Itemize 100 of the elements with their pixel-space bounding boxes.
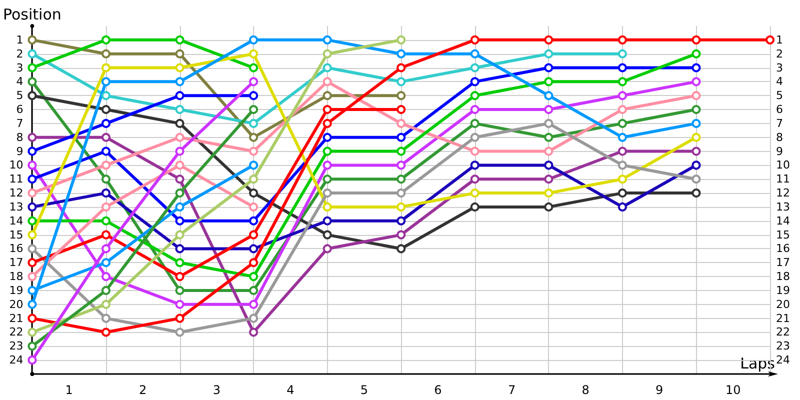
point <box>470 202 480 212</box>
y2-tick-label: 15 <box>776 228 790 242</box>
point <box>396 77 406 86</box>
point <box>618 118 627 128</box>
point <box>175 91 184 100</box>
y-tick-label: 12 <box>9 186 24 200</box>
point <box>692 49 701 58</box>
point <box>28 160 37 170</box>
point <box>249 314 258 323</box>
y-tick-label: 16 <box>9 242 24 256</box>
point <box>101 77 110 86</box>
point <box>470 146 480 156</box>
point <box>396 216 406 226</box>
point <box>101 49 110 58</box>
point <box>28 342 37 351</box>
point <box>692 174 701 184</box>
y2-tick-label: 4 <box>776 75 783 88</box>
point <box>544 35 554 44</box>
point <box>544 105 554 114</box>
point <box>28 49 37 58</box>
y-tick-label: 17 <box>9 256 24 270</box>
point <box>470 118 480 128</box>
y-tick-label: 10 <box>9 158 24 172</box>
y-tick-label: 13 <box>9 200 24 214</box>
point <box>322 216 332 226</box>
point <box>692 105 701 114</box>
point <box>544 160 554 170</box>
point <box>322 174 332 184</box>
point <box>470 188 480 198</box>
point <box>175 230 184 240</box>
point <box>470 132 480 142</box>
point <box>396 202 406 212</box>
x-tick-label: 1 <box>65 383 73 397</box>
point <box>322 132 332 142</box>
point <box>28 35 37 44</box>
x-tick-label: 6 <box>434 383 442 397</box>
point <box>28 272 37 282</box>
point <box>396 132 406 142</box>
point <box>249 258 258 268</box>
y-tick-label: 11 <box>9 172 24 186</box>
point <box>618 132 627 142</box>
point <box>544 202 554 212</box>
point <box>470 35 480 44</box>
point <box>28 328 37 337</box>
y2-tick-label: 11 <box>776 172 790 186</box>
y2-tick-label: 7 <box>776 116 783 130</box>
point <box>175 77 184 86</box>
point <box>28 216 37 226</box>
y-tick-label: 9 <box>16 144 24 158</box>
point <box>101 328 110 337</box>
point <box>396 91 406 100</box>
point <box>175 118 184 128</box>
point <box>396 49 406 58</box>
point <box>249 272 258 282</box>
point <box>470 174 480 184</box>
point <box>101 63 110 72</box>
point <box>322 118 332 128</box>
y2-tick-label: 2 <box>776 47 783 60</box>
y2-tick-label: 16 <box>776 242 790 256</box>
point <box>28 202 37 212</box>
point <box>101 230 110 240</box>
point <box>28 230 37 240</box>
point <box>396 188 406 198</box>
point <box>175 314 184 323</box>
point <box>175 216 184 226</box>
point <box>101 216 110 226</box>
point <box>101 91 110 100</box>
point <box>470 63 480 72</box>
point <box>692 63 701 72</box>
point <box>175 49 184 58</box>
point <box>175 35 184 44</box>
point <box>618 188 627 198</box>
point <box>28 258 37 268</box>
point <box>322 91 332 100</box>
y-tick-label: 21 <box>9 312 24 325</box>
point <box>175 63 184 72</box>
point <box>322 230 332 240</box>
point <box>692 132 701 142</box>
point <box>249 132 258 142</box>
y-axis-title: Position <box>3 6 62 24</box>
point <box>249 202 258 212</box>
y-tick-label: 1 <box>16 33 24 46</box>
point <box>396 35 406 44</box>
point <box>28 286 37 295</box>
point <box>618 202 627 212</box>
y-tick-label: 7 <box>16 116 24 130</box>
point <box>322 105 332 114</box>
point <box>396 244 406 254</box>
point <box>101 188 110 198</box>
y-tick-label: 18 <box>9 270 24 284</box>
point <box>618 35 627 44</box>
point <box>618 63 627 72</box>
point <box>249 328 258 337</box>
y2-tick-label: 6 <box>776 103 783 116</box>
point <box>175 272 184 282</box>
point <box>396 105 406 114</box>
point <box>101 160 110 170</box>
point <box>249 286 258 295</box>
point <box>618 49 627 58</box>
point <box>544 146 554 156</box>
